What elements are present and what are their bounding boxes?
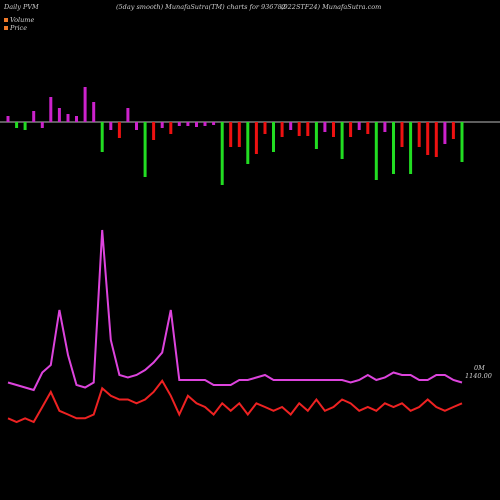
pvm-bar [383, 122, 387, 132]
pvm-bar [246, 122, 250, 164]
pvm-bar [289, 122, 293, 130]
chart-title: Daily PVM [4, 3, 39, 11]
pvm-bar [160, 122, 164, 128]
pvm-bar [143, 122, 147, 177]
pvm-bar [6, 116, 10, 122]
pvm-bar [306, 122, 310, 136]
pvm-bar [443, 122, 447, 144]
pvm-bar [109, 122, 113, 130]
pvm-bar [409, 122, 413, 174]
pvm-bar [314, 122, 318, 149]
pvm-bar [57, 108, 61, 122]
pvm-bar [126, 108, 130, 122]
pvm-bar [75, 116, 78, 122]
pvm-bar [152, 122, 156, 140]
pvm-bar [451, 122, 455, 139]
pvm-bar [460, 122, 464, 162]
pvm-bar [32, 111, 36, 122]
pvm-bar [229, 122, 233, 147]
pvm-bar [169, 122, 173, 134]
pvm-bar [40, 122, 44, 128]
pvm-bar [83, 87, 87, 122]
legend-price: Price [4, 24, 27, 32]
pvm-bar [400, 122, 404, 147]
legend-price-label: Price [10, 24, 28, 32]
pvm-bar [237, 122, 241, 147]
pvm-bar [186, 122, 190, 126]
pvm-bar [349, 122, 353, 137]
pvm-bar [392, 122, 395, 174]
pvm-bar [426, 122, 430, 155]
pvm-bar [280, 122, 284, 137]
pvm-bar [263, 122, 267, 134]
pvm-bars [6, 87, 464, 185]
volume-annotation: 0M [474, 364, 485, 372]
pvm-bar [135, 122, 138, 130]
chart-source: (922STF24) MunafaSutra.com [281, 3, 382, 11]
pvm-bar [203, 122, 207, 126]
legend-volume-swatch [4, 18, 8, 22]
legend-volume-label: Volume [10, 16, 35, 24]
pvm-bar [272, 122, 275, 152]
pvm-bar [15, 122, 19, 128]
pvm-bar [117, 122, 121, 138]
pvm-bar [374, 122, 378, 180]
pvm-bar [212, 122, 216, 125]
pvm-bar [366, 122, 370, 134]
pvm-bar [195, 122, 198, 127]
pvm-bar [23, 122, 27, 130]
pvm-bar [332, 122, 335, 137]
chart-subtitle: (5day smooth) MunafaSutra(TM) charts for… [116, 3, 286, 11]
price-line [7, 379, 463, 424]
pvm-bar [66, 114, 70, 122]
pvm-bar [357, 122, 361, 130]
pvm-bar [340, 122, 344, 159]
pvm-bar [417, 122, 421, 147]
volume-line [7, 229, 463, 392]
pvm-bar [220, 122, 224, 185]
price-annotation: 1140.00 [465, 372, 492, 380]
pvm-bar [254, 122, 258, 154]
pvm-bar [297, 122, 301, 136]
pvm-bar [323, 122, 327, 132]
pvm-bar [49, 97, 53, 122]
pvm-bar [434, 122, 438, 157]
pvm-bar [92, 102, 96, 122]
pvm-bar [100, 122, 104, 152]
pvm-bar [177, 122, 181, 126]
legend-volume: Volume [4, 16, 34, 24]
legend-price-swatch [4, 26, 8, 30]
